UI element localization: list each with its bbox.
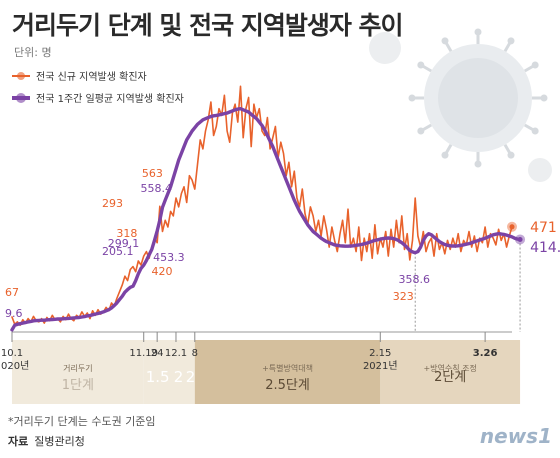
stage-band-fill <box>143 340 195 404</box>
legend-label: 전국 1주간 일평균 지역발생 확진자 <box>36 93 184 105</box>
brand-logo: news1 <box>479 424 552 448</box>
stage-note: +방역수칙 조정 <box>423 363 476 373</box>
stage-band: 거리두기 1단계 <box>12 340 144 404</box>
stage-note: +특별방역대책 <box>262 363 313 373</box>
daily-data-label: 293 <box>102 197 123 210</box>
legend-swatch-dot <box>16 93 26 103</box>
x-tick-label: 8 <box>192 348 198 359</box>
weekly-data-label: 414.3 <box>530 240 560 256</box>
stage-label: 2단계 <box>434 370 466 385</box>
x-tick-label: 2.15 <box>369 348 391 359</box>
x-tick-sublabel: 2020년 <box>0 360 29 372</box>
stage-band-fill <box>194 340 381 404</box>
stage-label: 2.5단계 <box>265 378 310 393</box>
daily-data-label: 420 <box>151 265 172 278</box>
virus-globe-illustration <box>369 28 552 182</box>
daily-data-label: 67 <box>5 286 19 299</box>
x-tick-label: 10.1 <box>1 348 23 359</box>
legend-swatch-dot <box>17 72 25 80</box>
source-line: 자료 질병관리청 <box>8 433 85 449</box>
weekly-data-label: 205.1 <box>102 245 134 258</box>
endpoint-dot <box>517 236 523 242</box>
chart-title: 거리두기 단계 및 전국 지역발생자 추이 <box>12 11 404 40</box>
weekly-data-label: 453.3 <box>153 251 185 264</box>
x-tick-sublabel: 2021년 <box>363 360 398 372</box>
legend-label: 전국 신규 지역발생 확진자 <box>36 71 147 83</box>
footnote: *거리두기 단계는 수도권 기준임 <box>8 415 156 428</box>
endpoint-dot <box>509 224 515 230</box>
weekly-data-label: 358.6 <box>398 273 430 286</box>
stage-label-2: 2 <box>174 368 184 386</box>
stage-note: 거리두기 <box>63 364 92 373</box>
x-tick-label: 12.1 <box>165 348 187 359</box>
daily-data-label: 323 <box>393 290 414 303</box>
stage-band: +특별방역대책 2.5단계 <box>194 340 381 404</box>
x-tick-label: 24 <box>151 348 164 359</box>
stage-band-fill <box>12 340 144 404</box>
weekly-data-label: 9.6 <box>5 307 23 320</box>
weekly-average-line <box>10 106 522 332</box>
weekly-data-label: 299.1 <box>108 237 140 250</box>
source-value: 질병관리청 <box>34 435 85 448</box>
stage-band-fill <box>380 340 521 404</box>
daily-data-label: 318 <box>116 227 137 240</box>
daily-data-label: 471 <box>530 220 557 236</box>
x-tick-label: 11.19 <box>129 348 158 359</box>
source-label: 자료 <box>8 435 29 448</box>
stage-label: 1단계 <box>62 378 94 393</box>
x-tick-label: 3.26 <box>473 348 498 359</box>
weekly-data-label: 558.4 <box>141 182 173 195</box>
daily-data-label: 563 <box>142 167 163 180</box>
stage-label: 1.5 <box>146 368 170 386</box>
unit-label: 단위: 명 <box>14 46 52 59</box>
